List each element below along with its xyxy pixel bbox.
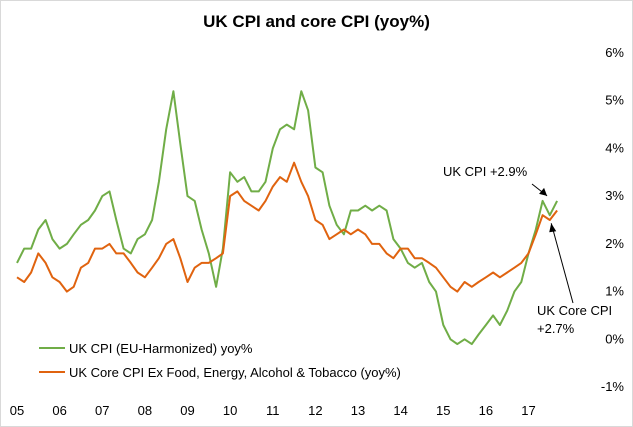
x-tick-label: 12 bbox=[308, 403, 322, 418]
y-tick-label: -1% bbox=[601, 379, 625, 394]
x-tick-label: 15 bbox=[436, 403, 450, 418]
core-cpi-annotation-arrow bbox=[550, 223, 574, 304]
core-cpi-series-line bbox=[16, 161, 558, 293]
cpi-annotation: UK CPI +2.9% bbox=[443, 164, 528, 179]
core-cpi-annotation-line2: +2.7% bbox=[537, 321, 575, 336]
x-tick-label: 09 bbox=[180, 403, 194, 418]
y-tick-label: 1% bbox=[605, 284, 624, 299]
y-tick-label: 4% bbox=[605, 140, 624, 155]
y-tick-label: 6% bbox=[605, 45, 624, 60]
cpi-arrow-head bbox=[539, 187, 548, 196]
x-tick-label: 17 bbox=[521, 403, 535, 418]
x-tick-label: 14 bbox=[393, 403, 407, 418]
x-tick-label: 07 bbox=[95, 403, 109, 418]
x-tick-label: 06 bbox=[52, 403, 66, 418]
x-tick-label: 08 bbox=[138, 403, 152, 418]
x-tick-label: 10 bbox=[223, 403, 237, 418]
legend-label: UK CPI (EU-Harmonized) yoy% bbox=[69, 341, 253, 356]
y-tick-label: 5% bbox=[605, 93, 624, 108]
x-tick-label: 05 bbox=[10, 403, 24, 418]
y-tick-label: 0% bbox=[605, 331, 624, 346]
x-tick-label: 13 bbox=[351, 403, 365, 418]
cpi-series-line bbox=[16, 90, 558, 346]
y-tick-label: 3% bbox=[605, 188, 624, 203]
x-tick-label: 11 bbox=[266, 403, 280, 418]
legend-label: UK Core CPI Ex Food, Energy, Alcohol & T… bbox=[69, 365, 401, 380]
core-cpi-arrow-head bbox=[549, 223, 557, 233]
core-cpi-annotation-line1: UK Core CPI bbox=[537, 303, 612, 318]
chart-title: UK CPI and core CPI (yoy%) bbox=[203, 12, 430, 31]
x-tick-label: 16 bbox=[479, 403, 493, 418]
y-tick-label: 2% bbox=[605, 236, 624, 251]
